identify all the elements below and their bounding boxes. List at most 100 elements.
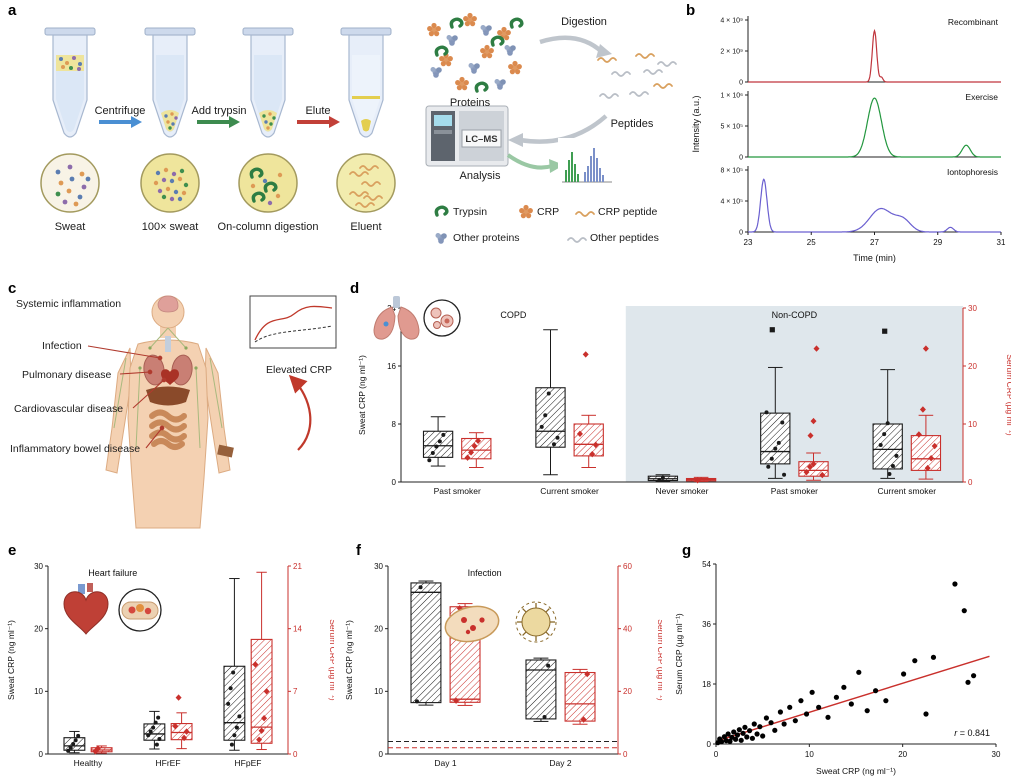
tube-digestion <box>242 27 294 138</box>
svg-text:4 × 10⁹: 4 × 10⁹ <box>720 18 743 25</box>
legend-other-peptides-label: Other peptides <box>590 232 659 244</box>
analysis-label: Analysis <box>459 170 501 182</box>
heart-failure-boxplot-chart: 0 10 20 30 0 7 14 21 Healthy HFrEF HFpEF Heart fail… <box>4 550 338 780</box>
legend-other-proteins-label: Other proteins <box>453 232 520 244</box>
dish-eluent-label: Eluent <box>350 221 382 233</box>
trachea-icon <box>165 336 171 352</box>
svg-text:0: 0 <box>379 750 384 759</box>
centrifuge-step-label: Centrifuge <box>94 105 146 117</box>
callout-cardiovascular-disease: Cardiovascular disease <box>14 403 124 415</box>
panel-e-label: e <box>8 542 17 559</box>
add-trypsin-arrow <box>197 116 240 128</box>
svg-text:Exercise: Exercise <box>965 92 998 102</box>
svg-text:30: 30 <box>968 304 977 313</box>
panel-c-illustration <box>87 295 337 529</box>
svg-text:20: 20 <box>898 750 907 759</box>
trypsin-icon <box>434 205 449 217</box>
svg-text:Non-COPD: Non-COPD <box>772 310 818 320</box>
crp-peptide-icon <box>575 211 595 217</box>
svg-text:40: 40 <box>623 624 632 633</box>
dish-concentrated-sweat <box>140 153 200 213</box>
lymph-vessels <box>113 327 223 449</box>
infection-boxplot-chart: 0 10 20 30 0 20 40 60 Day 1 Day 2 Infection Sweat C… <box>342 550 666 780</box>
svg-text:60: 60 <box>623 562 632 571</box>
callout-pulmonary-disease: Pulmonary disease <box>22 369 112 381</box>
panel-a-label: a <box>8 2 17 19</box>
proteins-cluster <box>427 12 524 93</box>
panel-b-label: b <box>686 2 696 19</box>
svg-text:0: 0 <box>714 750 719 759</box>
svg-text:29: 29 <box>933 238 942 247</box>
svg-text:Infection: Infection <box>468 568 502 578</box>
svg-text:1 × 10⁶: 1 × 10⁶ <box>720 93 743 100</box>
svg-text:0: 0 <box>39 750 44 759</box>
tube-sweat <box>44 27 96 138</box>
dish-eluent <box>336 153 396 213</box>
svg-text:25: 25 <box>807 238 816 247</box>
svg-text:54: 54 <box>702 560 711 569</box>
crp-response-inset <box>249 295 337 349</box>
svg-text:4 × 10⁵: 4 × 10⁵ <box>720 199 743 206</box>
svg-text:Iontophoresis: Iontophoresis <box>947 167 998 177</box>
proteins-label: Proteins <box>449 97 491 109</box>
callout-infection: Infection <box>42 340 82 352</box>
svg-text:Heart failure: Heart failure <box>88 568 137 578</box>
svg-text:COPD: COPD <box>500 310 527 320</box>
svg-text:Never smoker: Never smoker <box>656 486 709 496</box>
svg-text:14: 14 <box>293 624 302 633</box>
svg-text:Healthy: Healthy <box>74 758 104 768</box>
svg-text:0: 0 <box>968 478 973 487</box>
svg-text:10: 10 <box>374 687 383 696</box>
callout-lines <box>87 345 167 449</box>
svg-text:Intensity (a.u.): Intensity (a.u.) <box>691 95 701 152</box>
lcms-label: LC–MS <box>465 134 498 145</box>
peptides-label: Peptides <box>610 118 654 130</box>
dish-on-column-digestion <box>238 153 298 213</box>
chart-f-svg: 0 10 20 30 0 20 40 60 Day 1 Day 2 Infection Sweat C… <box>344 562 666 768</box>
elute-step-label: Elute <box>305 105 331 117</box>
svg-text:Serum CRP (µg ml⁻¹): Serum CRP (µg ml⁻¹) <box>674 613 684 695</box>
svg-text:0: 0 <box>623 750 628 759</box>
callout-systemic-inflammation: Systemic inflammation <box>16 298 122 310</box>
svg-text:Past smoker: Past smoker <box>771 486 818 496</box>
tube-eluent <box>340 27 392 138</box>
chart-g-svg: 0 10 20 30 0 18 36 54 r = 0.841 Sweat CRP (ng ml⁻… <box>674 560 1001 776</box>
elevated-crp-arrow <box>288 374 312 451</box>
centrifuge-arrow <box>99 116 142 128</box>
svg-text:0: 0 <box>739 80 743 87</box>
svg-text:Past smoker: Past smoker <box>434 486 481 496</box>
analysis-arrow <box>506 153 564 173</box>
human-body <box>105 295 234 529</box>
svg-text:10: 10 <box>968 420 977 429</box>
liver-icon <box>146 386 190 406</box>
svg-text:Serum CRP (µg ml⁻¹): Serum CRP (µg ml⁻¹) <box>656 619 662 701</box>
svg-text:Sweat CRP (ng ml⁻¹): Sweat CRP (ng ml⁻¹) <box>816 766 896 776</box>
chart-e-svg: 0 10 20 30 0 7 14 21 Healthy HFrEF HFpEF Heart fail… <box>6 562 338 768</box>
svg-text:10: 10 <box>805 750 814 759</box>
svg-text:36: 36 <box>702 620 711 629</box>
svg-text:2 × 10⁹: 2 × 10⁹ <box>720 49 743 56</box>
svg-text:Sweat CRP (ng ml⁻¹): Sweat CRP (ng ml⁻¹) <box>6 620 16 700</box>
svg-text:Serum CRP (µg ml⁻¹): Serum CRP (µg ml⁻¹) <box>328 619 334 701</box>
svg-text:16: 16 <box>387 362 396 371</box>
svg-text:Time (min): Time (min) <box>853 253 896 263</box>
panel-f-label: f <box>356 542 361 559</box>
svg-text:Current smoker: Current smoker <box>540 486 599 496</box>
crp-icon <box>519 204 533 219</box>
svg-text:20: 20 <box>968 362 977 371</box>
elevated-crp-label: Elevated CRP <box>266 364 332 376</box>
other-peptides-icon <box>567 237 587 243</box>
svg-text:Day 1: Day 1 <box>434 758 456 768</box>
digestion-arrow <box>539 35 612 58</box>
svg-text:Day 2: Day 2 <box>549 758 571 768</box>
svg-text:10: 10 <box>34 687 43 696</box>
elute-arrow <box>297 116 340 128</box>
intestines-icon <box>149 409 187 450</box>
svg-text:31: 31 <box>997 238 1006 247</box>
peptides-cluster <box>597 53 677 99</box>
svg-text:30: 30 <box>374 562 383 571</box>
legend-crp-label: CRP <box>537 206 560 218</box>
